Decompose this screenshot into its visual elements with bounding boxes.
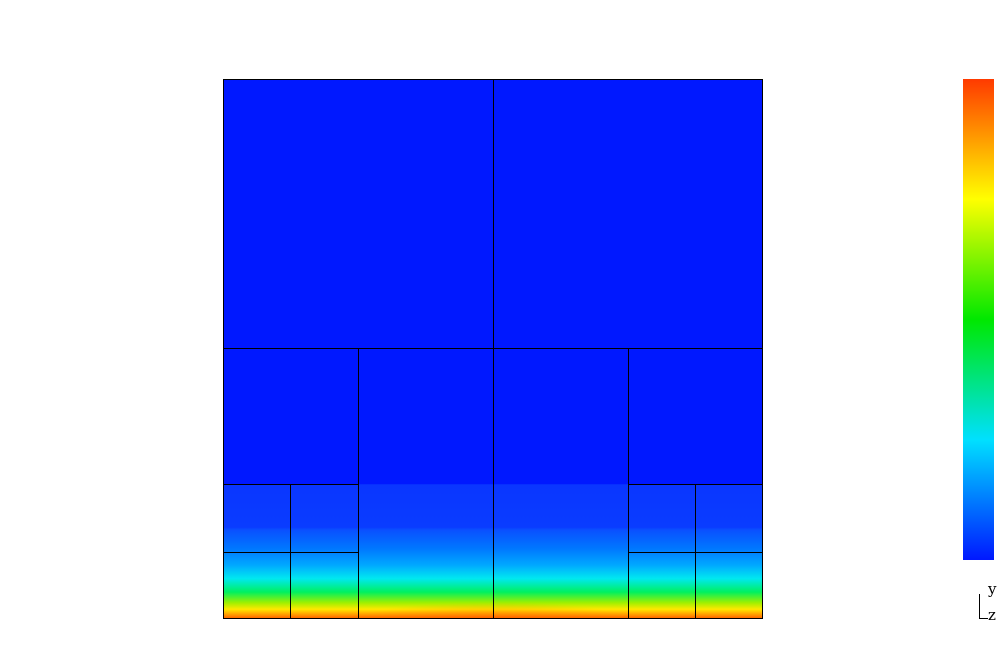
mesh-grid [223,79,763,619]
colorbar [963,79,994,560]
axis-triad: y z [979,580,997,624]
axis-label-z: z [988,606,996,624]
axis-label-y: y [987,580,997,598]
